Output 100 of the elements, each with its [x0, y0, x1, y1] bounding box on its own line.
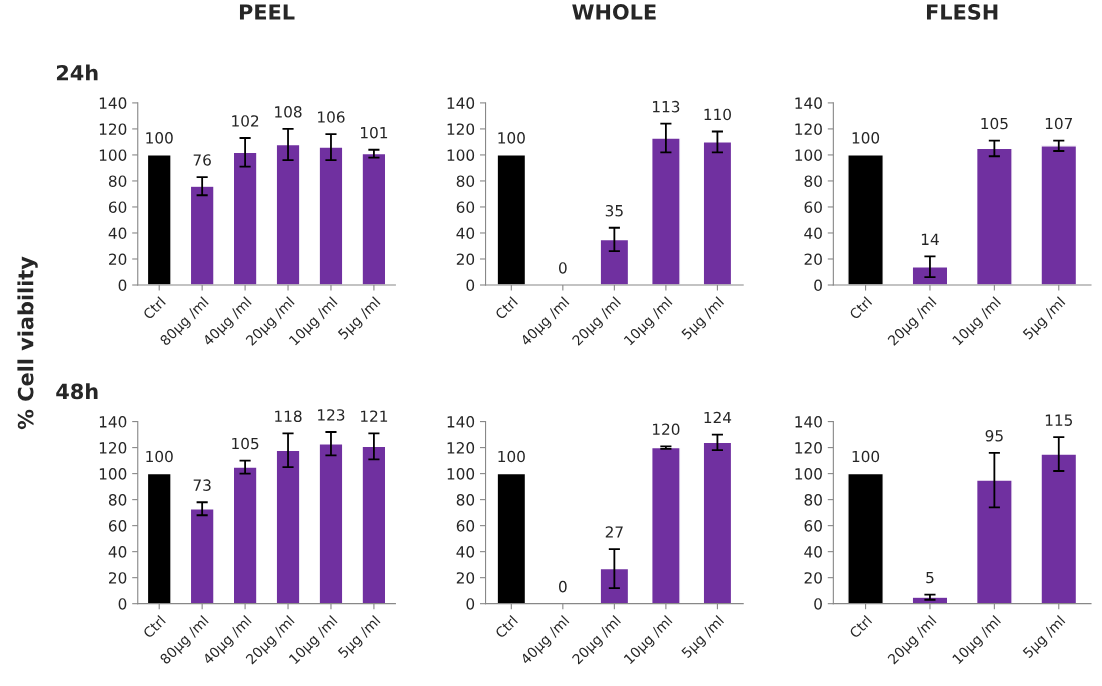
x-tick-label: Ctrl [494, 296, 518, 320]
bar [189, 185, 215, 285]
bar [496, 472, 527, 604]
data-label: 100 [498, 132, 525, 144]
data-label: 105 [232, 437, 259, 450]
data-label: 100 [146, 132, 173, 144]
data-label: 95 [985, 429, 1003, 442]
x-tick-label: Ctrl [142, 296, 166, 320]
y-tick-label: 80 [804, 175, 822, 187]
bar [975, 479, 1013, 604]
y-tick-label: 80 [108, 494, 127, 506]
data-label: 5 [926, 571, 934, 584]
y-tick-label: 100 [447, 468, 475, 480]
data-label: 106 [318, 111, 345, 123]
data-label: 107 [1045, 117, 1073, 130]
bar [361, 445, 387, 604]
bar [911, 266, 949, 285]
y-tick-label: 0 [118, 279, 127, 292]
y-tick-label: 20 [109, 253, 127, 266]
y-tick-label: 80 [456, 494, 475, 506]
y-tick-label: 120 [447, 442, 475, 454]
y-tick-label: 40 [804, 546, 822, 558]
bar [599, 238, 630, 285]
bar [318, 442, 344, 604]
bar [275, 143, 301, 285]
data-label: 100 [498, 450, 525, 463]
data-label: 100 [852, 450, 880, 463]
y-tick-label: 120 [795, 123, 822, 135]
x-tick-label: Ctrl [848, 615, 873, 639]
x-tick-label: Ctrl [494, 615, 518, 639]
data-label: 14 [921, 233, 939, 245]
chart-title: PEEL [239, 4, 295, 20]
y-tick-label: 60 [108, 201, 127, 213]
y-tick-label: 40 [108, 546, 127, 558]
bar [146, 472, 172, 604]
bar [975, 147, 1013, 285]
x-tick-label: 5µg /ml [680, 615, 726, 661]
data-label: 0 [558, 262, 567, 274]
y-axis-title: % Cell viability [17, 256, 38, 430]
bar [189, 508, 215, 604]
data-label: 100 [146, 450, 173, 463]
y-tick-label: 40 [108, 227, 127, 239]
bar [1040, 145, 1078, 285]
bar [847, 472, 884, 604]
y-tick-label: 140 [795, 97, 822, 109]
data-label: 105 [981, 117, 1008, 130]
bar [1040, 453, 1078, 604]
y-tick-label: 100 [99, 468, 127, 480]
y-tick-label: 20 [804, 572, 822, 584]
y-tick-label: 0 [814, 598, 822, 610]
y-tick-label: 40 [456, 227, 475, 239]
y-tick-label: 140 [99, 416, 127, 428]
chart-subtitle: 48h [56, 383, 98, 400]
y-tick-label: 120 [99, 123, 127, 135]
bar [318, 146, 344, 285]
y-tick-label: 0 [814, 279, 822, 292]
chart-subtitle: 24h [56, 64, 98, 81]
data-label: 110 [704, 108, 731, 121]
y-tick-label: 140 [795, 416, 822, 428]
bar [146, 154, 172, 285]
bar [275, 449, 301, 604]
bar [361, 152, 387, 285]
bar [651, 446, 681, 604]
data-label: 35 [605, 204, 623, 217]
data-label: 113 [652, 100, 680, 113]
data-label: 123 [318, 409, 345, 421]
data-label: 27 [605, 526, 623, 538]
bar [599, 567, 630, 604]
y-tick-label: 0 [118, 598, 127, 610]
y-tick-label: 40 [804, 227, 822, 239]
chart-title: FLESH [926, 4, 998, 20]
y-tick-label: 100 [795, 468, 822, 480]
bar [496, 154, 527, 285]
bar [232, 151, 258, 285]
y-tick-label: 80 [108, 175, 127, 187]
bar [651, 137, 681, 285]
y-tick-label: 80 [804, 494, 822, 506]
chart-title: WHOLE [572, 4, 656, 20]
y-tick-label: 100 [795, 149, 822, 161]
y-tick-label: 140 [99, 97, 127, 109]
y-tick-label: 100 [447, 149, 475, 161]
data-label: 115 [1045, 414, 1073, 426]
y-tick-label: 60 [804, 520, 822, 532]
x-tick-label: Ctrl [142, 615, 166, 639]
bar [847, 154, 884, 285]
data-label: 118 [275, 410, 302, 422]
bar [702, 441, 733, 604]
data-label: 100 [852, 132, 880, 144]
y-tick-label: 60 [456, 201, 475, 213]
y-tick-label: 0 [466, 598, 475, 610]
y-tick-label: 100 [99, 149, 127, 161]
y-tick-label: 20 [456, 572, 475, 584]
x-tick-label: Ctrl [848, 296, 873, 320]
y-tick-label: 80 [456, 175, 475, 187]
data-label: 108 [275, 106, 302, 118]
y-tick-label: 20 [804, 253, 822, 266]
y-tick-label: 20 [456, 253, 475, 266]
data-label: 76 [193, 154, 211, 166]
y-tick-label: 40 [456, 546, 475, 558]
data-label: 121 [361, 410, 388, 422]
